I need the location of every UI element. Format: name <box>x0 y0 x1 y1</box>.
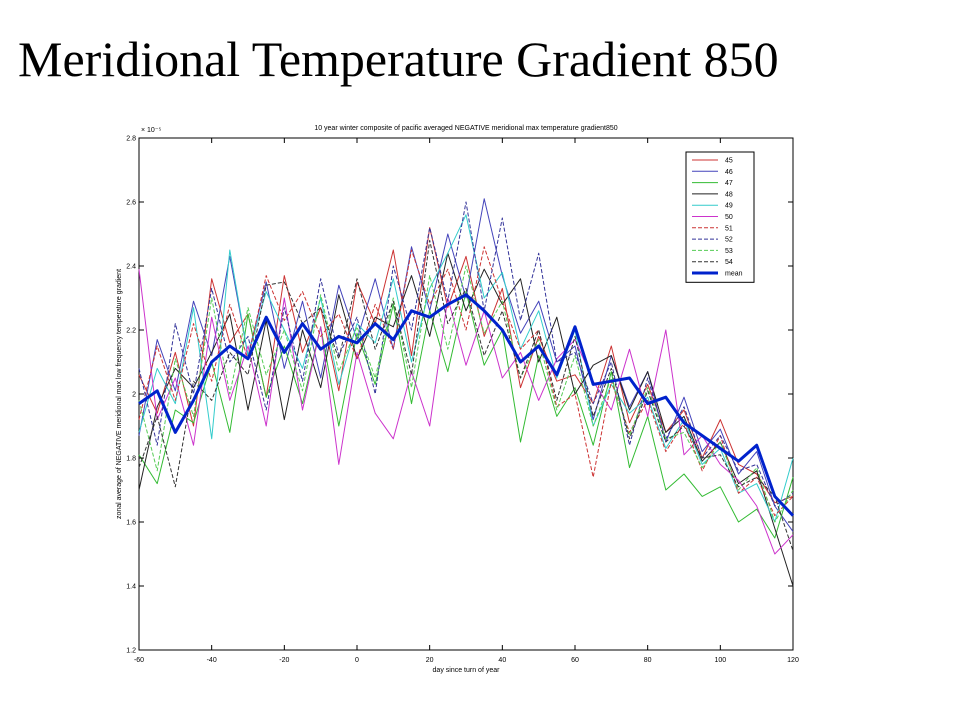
series-line-53 <box>138 265 794 523</box>
legend-label: 52 <box>725 237 733 244</box>
x-tick-label: -20 <box>279 657 289 664</box>
x-tick-label: 20 <box>426 657 434 664</box>
legend-label: 50 <box>725 214 733 221</box>
legend: 45 46 47 48 49 50 51 52 53 54 mean <box>685 151 755 283</box>
legend-label: 46 <box>725 169 733 176</box>
legend-label: 53 <box>725 248 733 255</box>
slide-title: Meridional Temperature Gradient 850 <box>18 31 779 87</box>
y-tick-label: 2.8 <box>126 136 136 143</box>
y-tick-label: 1.8 <box>126 456 136 463</box>
legend-label: 54 <box>725 259 733 266</box>
series-layer <box>138 198 795 587</box>
y-tick-label: 1.2 <box>126 648 136 655</box>
series-line-52 <box>138 201 794 507</box>
y-axis-label: zonal average of NEGATIVE meridional max… <box>116 269 123 519</box>
y-axis-multiplier: × 10⁻⁵ <box>141 127 162 134</box>
x-axis-label: day since turn of year <box>433 667 501 674</box>
series-line-48 <box>138 252 794 587</box>
x-tick-label: 120 <box>787 657 799 664</box>
y-tick-label: 2 <box>132 392 136 399</box>
legend-box <box>685 151 755 283</box>
chart-title: 10 year winter composite of pacific aver… <box>314 125 617 132</box>
series-line-47 <box>138 291 794 539</box>
series-line-50 <box>138 269 794 555</box>
y-tick-label: 1.6 <box>126 520 136 527</box>
legend-label: mean <box>725 271 743 278</box>
x-tick-label: -40 <box>207 657 217 664</box>
x-tick-label: 80 <box>644 657 652 664</box>
plot-area <box>138 137 794 651</box>
x-tick-label: 60 <box>571 657 579 664</box>
y-tick-label: 2.6 <box>126 200 136 207</box>
series-line-mean <box>138 293 795 517</box>
x-tick-label: 0 <box>355 657 359 664</box>
legend-label: 48 <box>725 191 733 198</box>
y-tick-label: 1.4 <box>126 584 136 591</box>
legend-label: 51 <box>725 225 733 232</box>
series-line-54 <box>138 239 794 551</box>
x-tick-label: 40 <box>498 657 506 664</box>
legend-label: 45 <box>725 158 733 165</box>
legend-label: 49 <box>725 203 733 210</box>
axis-layer: -60 -40 -20 0 20 40 60 80 100 120 1.2 1.4 1.6 1.8 2 2.2… <box>126 136 799 665</box>
y-tick-label: 2.4 <box>126 264 136 271</box>
legend-label: 47 <box>725 180 733 187</box>
x-tick-label: 100 <box>714 657 726 664</box>
x-tick-label: -60 <box>134 657 144 664</box>
y-tick-label: 2.2 <box>126 328 136 335</box>
